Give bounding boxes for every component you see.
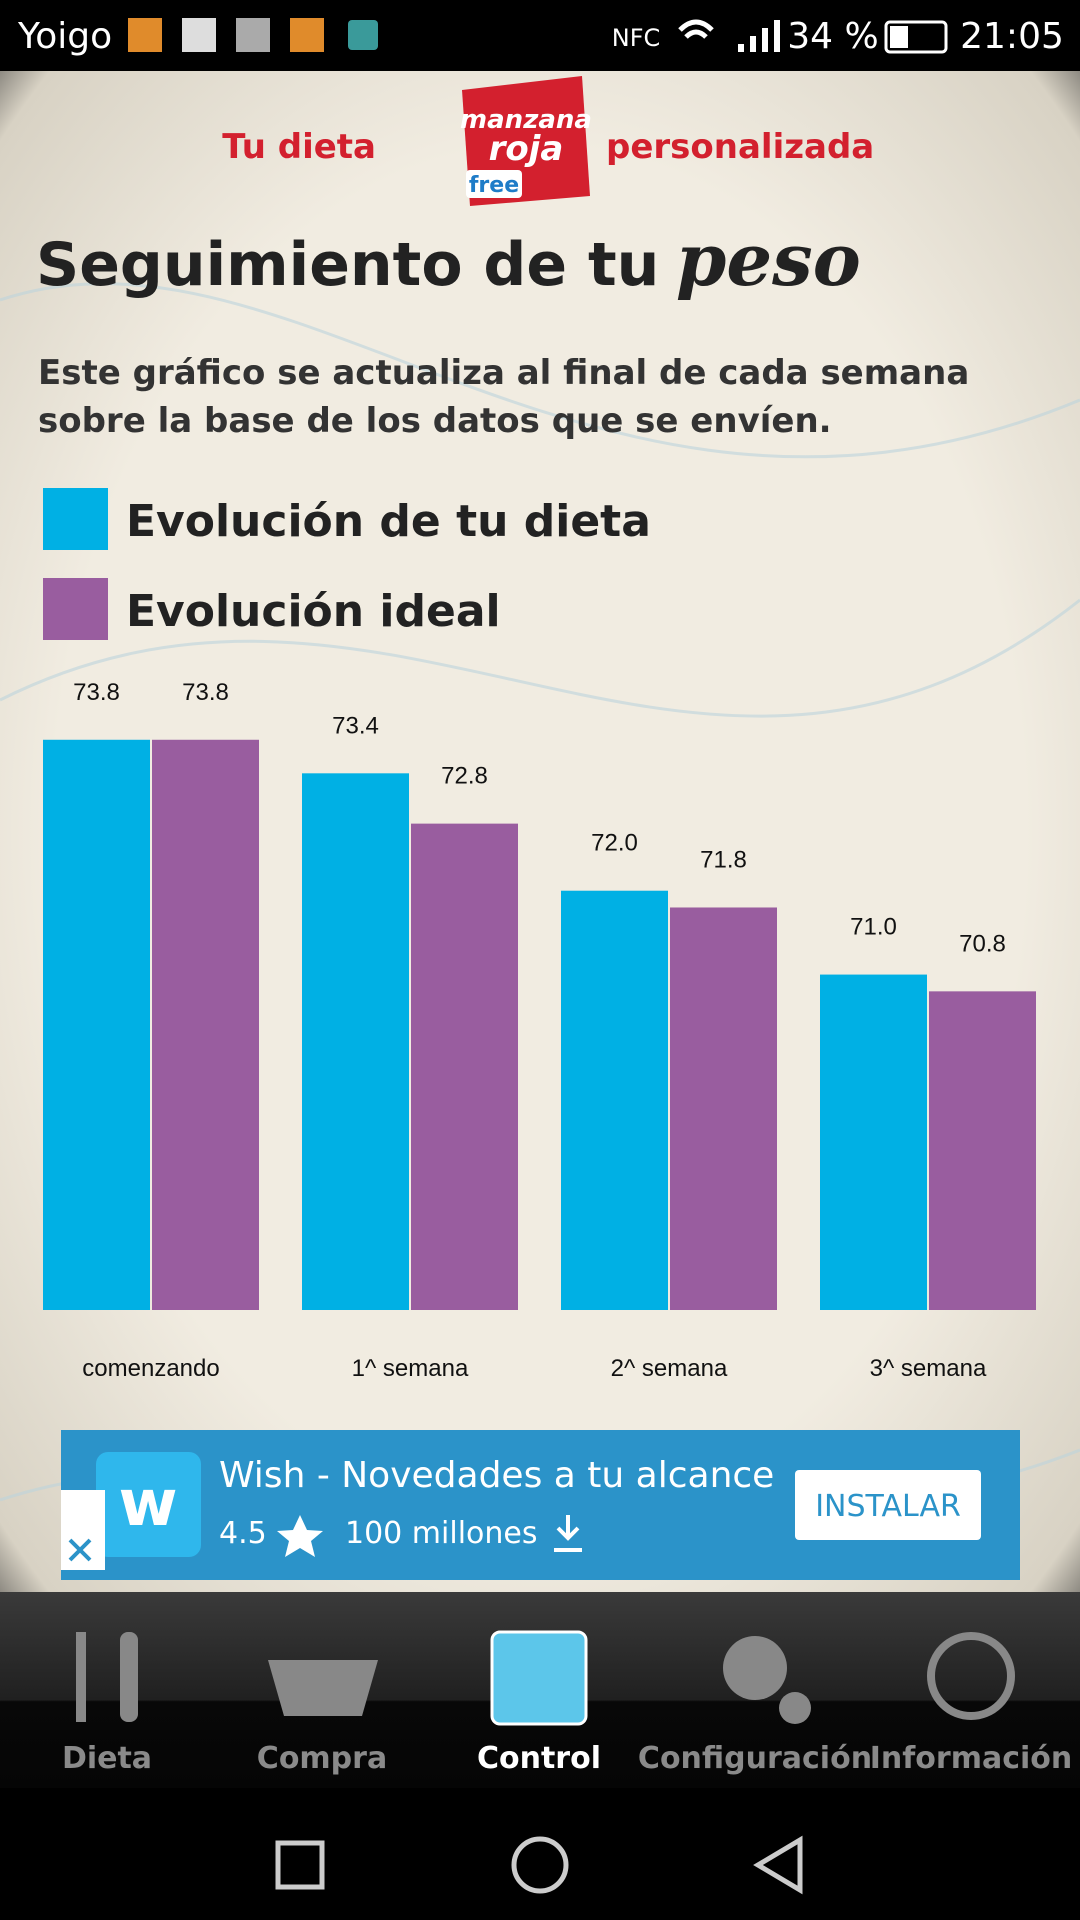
title: Seguimiento de tu [36, 230, 659, 300]
logo-badge-bg [466, 170, 522, 198]
ad-icon-letter: w [118, 1467, 177, 1541]
tab-label[interactable]: Compra [257, 1741, 387, 1776]
notif-icon [348, 20, 378, 50]
ad-choices[interactable] [61, 1490, 105, 1570]
value-label: 70.8 [959, 930, 1006, 957]
notif-icon [182, 18, 216, 52]
value-label: 73.4 [332, 712, 379, 739]
x-tick-label: 3^ semana [870, 1355, 987, 1382]
install-button[interactable] [795, 1470, 981, 1540]
value-label: 73.8 [73, 679, 120, 706]
x-tick-label: comenzando [82, 1355, 219, 1382]
battery-level [890, 26, 908, 48]
logo-badge: free [469, 173, 519, 198]
bar [302, 773, 409, 1310]
x-tick-label: 1^ semana [352, 1355, 469, 1382]
ad-title: Wish - Novedades a tu alcance [219, 1455, 774, 1496]
signal-icon [738, 20, 780, 52]
system-nav [0, 1788, 1080, 1920]
header-right: personalizada [606, 127, 874, 167]
control-icon [490, 1630, 588, 1726]
notif-icon [290, 18, 324, 52]
bar [411, 823, 518, 1310]
tab-label[interactable]: Dieta [62, 1741, 152, 1776]
ad-close[interactable] [68, 1538, 92, 1562]
wifi-icon [678, 19, 714, 39]
download-icon [554, 1515, 582, 1552]
install-label: INSTALAR [815, 1489, 961, 1524]
legend-label: Evolución ideal [126, 586, 501, 637]
ad-installs: 100 millones [345, 1516, 537, 1551]
legend-swatch [43, 578, 108, 640]
carrier: Yoigo [17, 16, 112, 57]
battery-icon [884, 20, 948, 54]
logo-main: roja [489, 129, 564, 169]
logo-top: manzana [460, 105, 592, 135]
notif-icon [236, 18, 270, 52]
home-button[interactable] [511, 1836, 569, 1894]
value-label: 73.8 [182, 679, 229, 706]
value-label: 72.0 [591, 830, 638, 857]
back-button[interactable] [753, 1835, 803, 1895]
ad-icon [96, 1452, 201, 1557]
tabs: Dieta Compra Control ConfiguraciónInformaci… [62, 1741, 1072, 1776]
star-icon [277, 1515, 323, 1557]
tab-icons [76, 1632, 1015, 1724]
ad-rating: 4.5 [219, 1516, 267, 1551]
subtitle: Este gráfico se actualiza al final de ca… [38, 353, 969, 393]
header-left: Tu dieta [222, 127, 376, 167]
tab-label[interactable]: Información [870, 1741, 1073, 1776]
bar [929, 991, 1036, 1310]
bar [43, 739, 150, 1310]
legend-swatch [43, 488, 108, 550]
subtitle: sobre la base de los datos que se envíen… [38, 401, 832, 441]
bar [152, 739, 259, 1310]
tab-label[interactable]: Control [477, 1741, 601, 1776]
chart: Evolución de tu dieta Evolución ideal come… [43, 488, 1036, 1382]
bar [820, 974, 927, 1310]
value-label: 72.8 [441, 763, 488, 790]
legend-label: Evolución de tu dieta [126, 496, 651, 547]
bar [670, 907, 777, 1310]
clock: 21:05 [960, 16, 1064, 57]
notif-icon [128, 18, 162, 52]
tab-label[interactable]: Configuración [638, 1741, 872, 1776]
value-label: 71.8 [700, 846, 747, 873]
nfc: NFC [612, 24, 661, 52]
battery-text: 34 % [787, 16, 878, 57]
x-tick-label: 2^ semana [611, 1355, 728, 1382]
value-label: 71.0 [850, 914, 897, 941]
bar [561, 890, 668, 1310]
recents-button[interactable] [275, 1840, 325, 1890]
title-emphasis: peso [676, 217, 861, 302]
